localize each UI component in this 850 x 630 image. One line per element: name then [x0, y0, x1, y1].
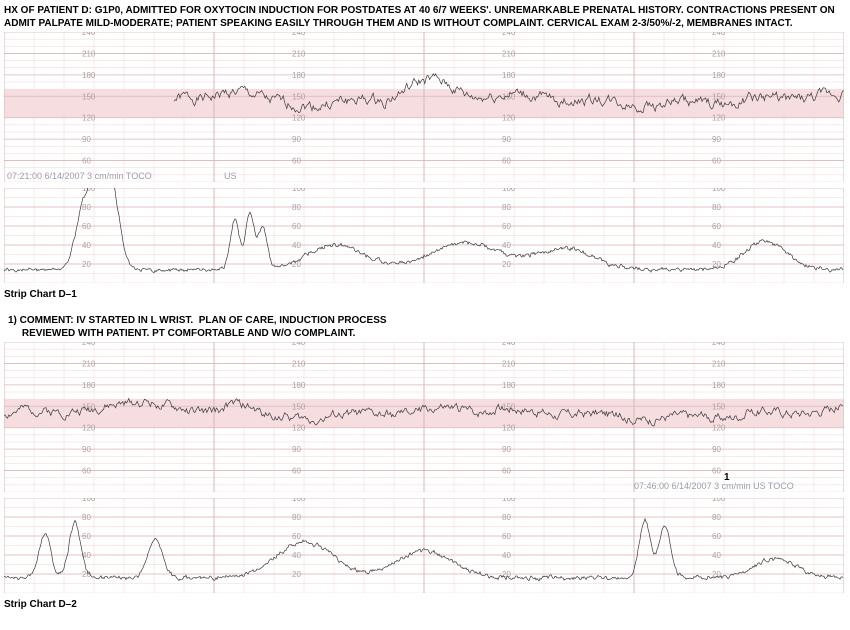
svg-text:120: 120 — [712, 114, 726, 123]
svg-text:240: 240 — [292, 32, 306, 37]
svg-text:80: 80 — [502, 513, 511, 522]
svg-text:120: 120 — [292, 424, 306, 433]
svg-text:100: 100 — [502, 498, 516, 503]
svg-text:80: 80 — [292, 513, 301, 522]
svg-text:60: 60 — [292, 157, 301, 166]
svg-text:60: 60 — [292, 222, 301, 231]
svg-text:60: 60 — [292, 467, 301, 476]
strip-d2-fhr-chart: 6060606090909090120120120120150150150150… — [4, 342, 846, 492]
svg-text:1: 1 — [724, 472, 730, 483]
svg-text:60: 60 — [82, 157, 91, 166]
svg-text:80: 80 — [712, 203, 721, 212]
svg-text:20: 20 — [82, 260, 91, 269]
svg-text:80: 80 — [292, 203, 301, 212]
svg-text:150: 150 — [292, 402, 306, 411]
svg-text:180: 180 — [82, 381, 96, 390]
svg-text:90: 90 — [292, 135, 301, 144]
svg-text:240: 240 — [82, 342, 96, 347]
svg-text:60: 60 — [292, 532, 301, 541]
svg-text:60: 60 — [82, 532, 91, 541]
svg-text:150: 150 — [292, 92, 306, 101]
svg-text:210: 210 — [502, 359, 516, 368]
svg-text:100: 100 — [82, 188, 96, 193]
svg-text:150: 150 — [712, 402, 726, 411]
svg-text:40: 40 — [712, 551, 721, 560]
svg-text:40: 40 — [502, 551, 511, 560]
strip-d1-fhr-chart: 6060606090909090120120120120150150150150… — [4, 32, 846, 182]
svg-text:100: 100 — [502, 188, 516, 193]
svg-text:60: 60 — [82, 467, 91, 476]
svg-text:40: 40 — [292, 241, 301, 250]
svg-text:240: 240 — [712, 32, 726, 37]
svg-text:210: 210 — [502, 49, 516, 58]
svg-text:60: 60 — [502, 222, 511, 231]
svg-text:120: 120 — [502, 114, 516, 123]
svg-text:180: 180 — [712, 381, 726, 390]
svg-text:100: 100 — [292, 498, 306, 503]
svg-text:210: 210 — [712, 49, 726, 58]
svg-text:120: 120 — [82, 114, 96, 123]
svg-text:20: 20 — [292, 570, 301, 579]
svg-text:210: 210 — [292, 49, 306, 58]
svg-text:210: 210 — [82, 359, 96, 368]
svg-text:80: 80 — [712, 513, 721, 522]
svg-text:80: 80 — [502, 203, 511, 212]
strip-d1-toco-chart: 2020202040404040606060608080808010010010… — [4, 188, 846, 283]
strip-d1-label: Strip Chart D–1 — [4, 289, 846, 300]
svg-text:100: 100 — [82, 498, 96, 503]
comment-text: 1) COMMENT: IV STARTED IN L WRIST. PLAN … — [8, 314, 846, 340]
svg-text:210: 210 — [292, 359, 306, 368]
svg-text:100: 100 — [712, 498, 726, 503]
svg-text:60: 60 — [502, 467, 511, 476]
svg-text:180: 180 — [712, 71, 726, 80]
svg-text:90: 90 — [502, 135, 511, 144]
svg-text:60: 60 — [712, 467, 721, 476]
svg-text:US: US — [224, 171, 237, 181]
patient-history-header: HX OF PATIENT D: G1P0, ADMITTED FOR OXYT… — [4, 4, 846, 30]
svg-text:180: 180 — [292, 71, 306, 80]
svg-text:60: 60 — [502, 157, 511, 166]
svg-text:40: 40 — [82, 241, 91, 250]
svg-text:60: 60 — [82, 222, 91, 231]
svg-text:240: 240 — [712, 342, 726, 347]
svg-text:150: 150 — [82, 92, 96, 101]
svg-text:80: 80 — [82, 203, 91, 212]
svg-text:240: 240 — [292, 342, 306, 347]
svg-text:90: 90 — [502, 445, 511, 454]
svg-text:90: 90 — [82, 445, 91, 454]
strip-d2-toco-chart: 2020202040404040606060608080808010010010… — [4, 498, 846, 593]
svg-text:120: 120 — [82, 424, 96, 433]
svg-text:80: 80 — [82, 513, 91, 522]
svg-text:120: 120 — [502, 424, 516, 433]
svg-text:210: 210 — [712, 359, 726, 368]
svg-text:90: 90 — [712, 135, 721, 144]
svg-text:90: 90 — [292, 445, 301, 454]
svg-text:90: 90 — [82, 135, 91, 144]
svg-text:20: 20 — [502, 260, 511, 269]
svg-text:90: 90 — [712, 445, 721, 454]
svg-text:40: 40 — [292, 551, 301, 560]
svg-text:180: 180 — [502, 381, 516, 390]
svg-text:60: 60 — [712, 532, 721, 541]
svg-text:240: 240 — [502, 32, 516, 37]
svg-text:07:46:00 6/14/2007 3 cm/min US: 07:46:00 6/14/2007 3 cm/min US TOCO — [634, 481, 794, 491]
svg-text:40: 40 — [712, 241, 721, 250]
svg-text:40: 40 — [502, 241, 511, 250]
svg-text:240: 240 — [82, 32, 96, 37]
svg-text:210: 210 — [82, 49, 96, 58]
svg-text:120: 120 — [712, 424, 726, 433]
svg-text:180: 180 — [292, 381, 306, 390]
svg-text:120: 120 — [292, 114, 306, 123]
svg-text:100: 100 — [712, 188, 726, 193]
svg-text:150: 150 — [712, 92, 726, 101]
svg-text:60: 60 — [502, 532, 511, 541]
strip-d2-label: Strip Chart D–2 — [4, 599, 846, 610]
svg-text:180: 180 — [502, 71, 516, 80]
svg-text:60: 60 — [712, 222, 721, 231]
svg-text:240: 240 — [502, 342, 516, 347]
svg-text:100: 100 — [292, 188, 306, 193]
svg-text:180: 180 — [82, 71, 96, 80]
svg-text:07:21:00 6/14/2007 3 cm/min TO: 07:21:00 6/14/2007 3 cm/min TOCO — [7, 171, 152, 181]
svg-text:60: 60 — [712, 157, 721, 166]
